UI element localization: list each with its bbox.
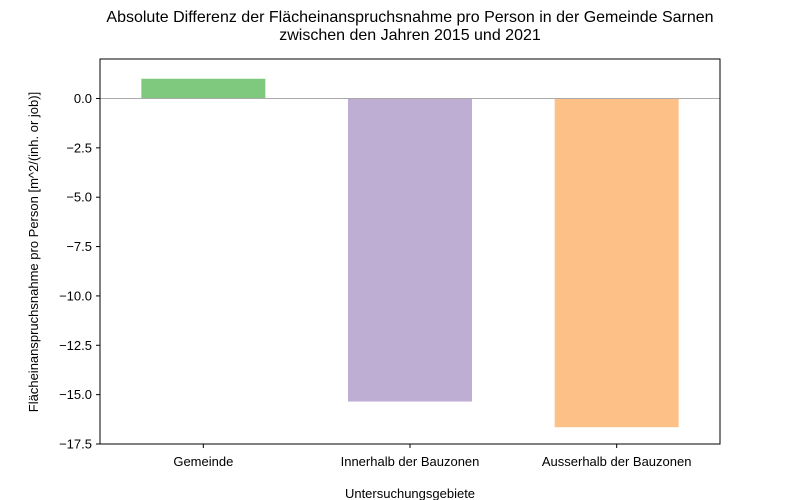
bars-group — [141, 78, 679, 428]
x-axis-ticks: Gemeinde Innerhalb der Bauzonen Ausserhalb… — [173, 444, 691, 469]
x-axis-label: Untersuchungsgebiete — [345, 486, 475, 500]
y-tick-label: 0.0 — [74, 91, 92, 106]
y-tick-label: −7.5 — [66, 239, 92, 254]
y-tick-label: −12.5 — [59, 338, 92, 353]
x-tick-label: Innerhalb der Bauzonen — [341, 454, 480, 469]
y-axis-ticks: 0.0 −2.5 −5.0 −7.5 −10.0 −12.5 −15.0 −17.5 — [59, 91, 100, 452]
bar-1 — [348, 98, 472, 402]
y-tick-label: −2.5 — [66, 140, 92, 155]
y-tick-label: −17.5 — [59, 437, 92, 452]
x-tick-label: Gemeinde — [173, 454, 233, 469]
y-tick-label: −15.0 — [59, 387, 92, 402]
y-axis-label: Flächeinanspruchsnahme pro Person [m^2/(… — [26, 92, 41, 412]
chart-title-line-2: zwischen den Jahren 2015 und 2021 — [279, 27, 541, 44]
y-tick-label: −10.0 — [59, 288, 92, 303]
bar-0 — [141, 78, 266, 99]
chart-title-line-1: Absolute Differenz der Flächeinanspruchs… — [106, 9, 713, 26]
bar-2 — [554, 98, 679, 428]
x-tick-label: Ausserhalb der Bauzonen — [542, 454, 692, 469]
y-tick-label: −5.0 — [66, 190, 92, 205]
